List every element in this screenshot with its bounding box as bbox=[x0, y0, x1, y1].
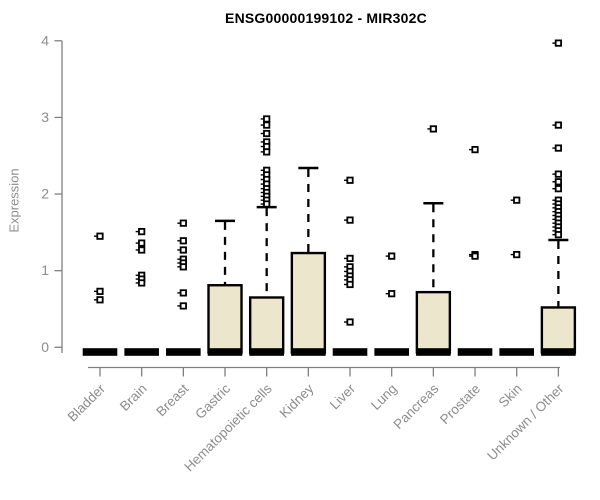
outlier-point-breast bbox=[179, 246, 187, 254]
outlier-point-prostate bbox=[471, 252, 479, 260]
outlier-point-breast bbox=[179, 263, 187, 271]
median-bar-kidney bbox=[291, 348, 326, 356]
x-tick-label-skin: Skin bbox=[496, 381, 525, 410]
outlier-point-liver bbox=[346, 216, 354, 224]
y-tick-label: 1 bbox=[41, 262, 49, 278]
outlier-point-pancreas bbox=[429, 125, 437, 133]
median-bar-hematopoietic-cells bbox=[249, 348, 284, 356]
x-tick-label-bladder: Bladder bbox=[65, 381, 109, 425]
outlier-point-brain bbox=[138, 239, 146, 247]
x-tick-label-lung: Lung bbox=[368, 381, 400, 413]
outlier-point-hematopoietic-cells bbox=[263, 129, 271, 138]
outlier-point-breast bbox=[179, 237, 187, 245]
y-tick-label: 3 bbox=[41, 109, 49, 125]
outlier-point-unknown-other bbox=[554, 39, 562, 47]
median-bar-lung bbox=[374, 348, 409, 356]
outlier-point-prostate bbox=[471, 146, 479, 154]
outlier-point-lung bbox=[388, 290, 396, 298]
median-bar-bladder bbox=[82, 348, 118, 356]
box-pancreas bbox=[415, 290, 452, 354]
outlier-point-skin bbox=[513, 250, 521, 259]
median-bar-breast bbox=[166, 348, 201, 356]
box-hematopoietic-cells bbox=[248, 296, 285, 354]
outlier-point-skin bbox=[513, 196, 521, 204]
outlier-point-unknown-other bbox=[554, 185, 562, 193]
x-tick-label-breast: Breast bbox=[153, 381, 191, 419]
outlier-point-breast bbox=[179, 219, 187, 227]
chart-title: ENSG00000199102 - MIR302C bbox=[225, 10, 427, 26]
outlier-point-breast bbox=[179, 302, 187, 310]
median-bar-brain bbox=[124, 348, 159, 356]
median-bar-pancreas bbox=[416, 348, 451, 356]
outlier-point-liver bbox=[346, 318, 354, 326]
y-axis-title: Expression bbox=[6, 168, 22, 233]
y-tick-label: 0 bbox=[41, 339, 49, 355]
outlier-point-hematopoietic-cells bbox=[263, 115, 271, 123]
x-tick-label-liver: Liver bbox=[327, 381, 359, 413]
x-tick-label-gastric: Gastric bbox=[192, 381, 233, 422]
outlier-point-bladder bbox=[96, 232, 104, 240]
outlier-point-liver bbox=[346, 254, 354, 263]
outlier-point-unknown-other bbox=[554, 144, 562, 152]
y-tick-label: 2 bbox=[41, 186, 49, 202]
median-bar-unknown-other bbox=[541, 348, 576, 356]
outlier-point-unknown-other bbox=[554, 178, 562, 186]
x-tick-label-kidney: Kidney bbox=[277, 381, 317, 421]
median-bar-liver bbox=[332, 348, 368, 356]
box-unknown-other bbox=[540, 306, 577, 354]
outlier-point-lung bbox=[388, 252, 396, 260]
outlier-point-unknown-other bbox=[554, 231, 562, 239]
outlier-point-hematopoietic-cells bbox=[263, 200, 271, 208]
outlier-point-breast bbox=[179, 289, 187, 297]
outlier-point-brain bbox=[138, 227, 146, 236]
median-bar-gastric bbox=[207, 348, 243, 356]
outlier-point-liver bbox=[346, 280, 354, 289]
outlier-point-bladder bbox=[96, 296, 104, 304]
outlier-point-bladder bbox=[96, 287, 104, 295]
outlier-point-hematopoietic-cells bbox=[263, 121, 271, 129]
median-bar-skin bbox=[499, 348, 534, 356]
median-bar-prostate bbox=[457, 348, 493, 356]
outlier-point-liver bbox=[346, 176, 354, 184]
outlier-point-brain bbox=[138, 246, 146, 254]
x-tick-label-unknown-other: Unknown / Other bbox=[484, 381, 567, 464]
outlier-point-unknown-other bbox=[554, 170, 562, 178]
x-tick-label-prostate: Prostate bbox=[437, 381, 483, 427]
box-gastric bbox=[207, 284, 243, 354]
x-tick-label-pancreas: Pancreas bbox=[391, 381, 442, 432]
x-tick-label-brain: Brain bbox=[117, 381, 150, 414]
outlier-point-hematopoietic-cells bbox=[263, 148, 271, 156]
outlier-point-brain bbox=[138, 279, 146, 287]
box-kidney bbox=[290, 251, 327, 354]
outlier-point-unknown-other bbox=[554, 121, 562, 129]
y-tick-label: 4 bbox=[41, 32, 49, 48]
